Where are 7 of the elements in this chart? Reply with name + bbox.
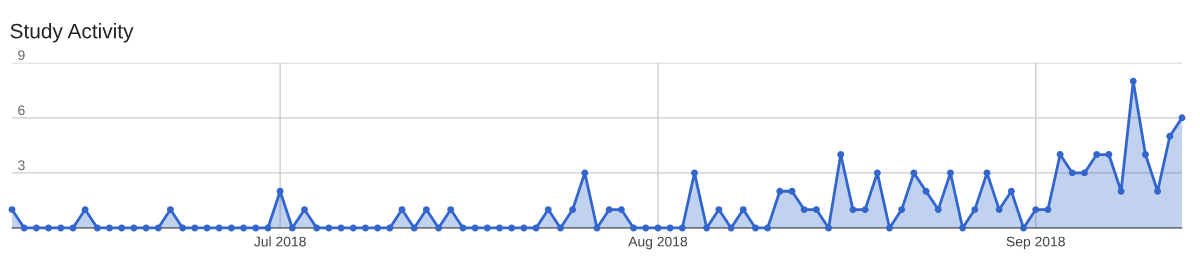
x-tick-label: Jul 2018	[254, 236, 306, 247]
y-tick-label: 9	[18, 50, 25, 61]
y-tick-label: 3	[18, 160, 25, 171]
x-tick-label: Sep 2018	[1006, 236, 1065, 250]
y-tick-label: 6	[18, 105, 25, 116]
chart-title: Study Activity	[10, 23, 134, 43]
x-tick-label: Aug 2018	[628, 236, 688, 250]
